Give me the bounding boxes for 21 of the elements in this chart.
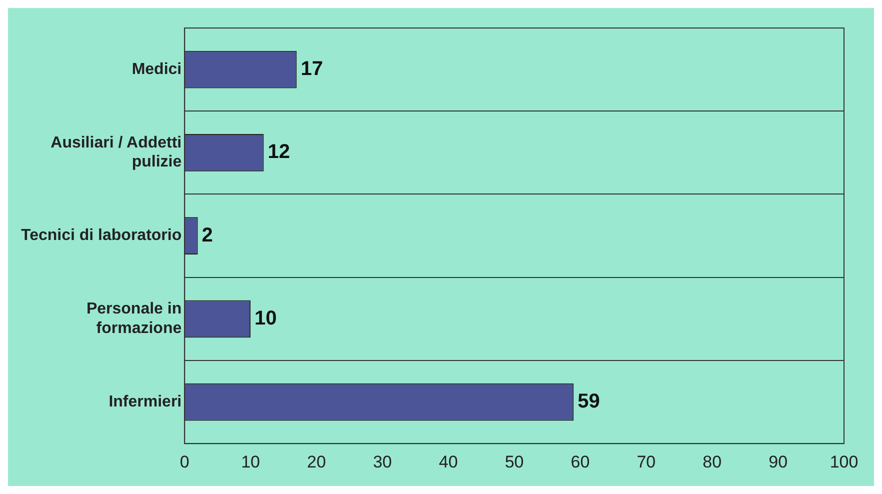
x-tick-label: 80 <box>702 452 722 472</box>
x-tick-label: 100 <box>830 452 858 472</box>
x-tick-label: 60 <box>570 452 590 472</box>
x-tick-label: 40 <box>438 452 458 472</box>
y-tick-label: Infermieri <box>108 393 182 410</box>
data-label: 17 <box>300 58 323 80</box>
x-tick-label: 10 <box>241 452 260 472</box>
y-tick-label: Ausiliari / Addetti pulizie <box>50 134 182 171</box>
x-tick-label: 30 <box>372 452 392 472</box>
data-label: 2 <box>202 224 213 246</box>
x-tick-label: 90 <box>768 452 788 472</box>
data-label: 10 <box>254 307 277 330</box>
x-tick-label: 0 <box>180 452 190 472</box>
y-tick-label: Medici <box>132 60 182 78</box>
x-tick-label: 20 <box>307 452 326 472</box>
data-label: 12 <box>268 141 290 164</box>
data-label: 59 <box>578 390 600 413</box>
x-tick-label: 70 <box>636 452 656 472</box>
x-tick-label: 50 <box>504 452 524 472</box>
y-tick-label: Tecnici di laboratorio <box>20 227 182 244</box>
y-tick-label: Personale in formazione <box>86 300 182 337</box>
